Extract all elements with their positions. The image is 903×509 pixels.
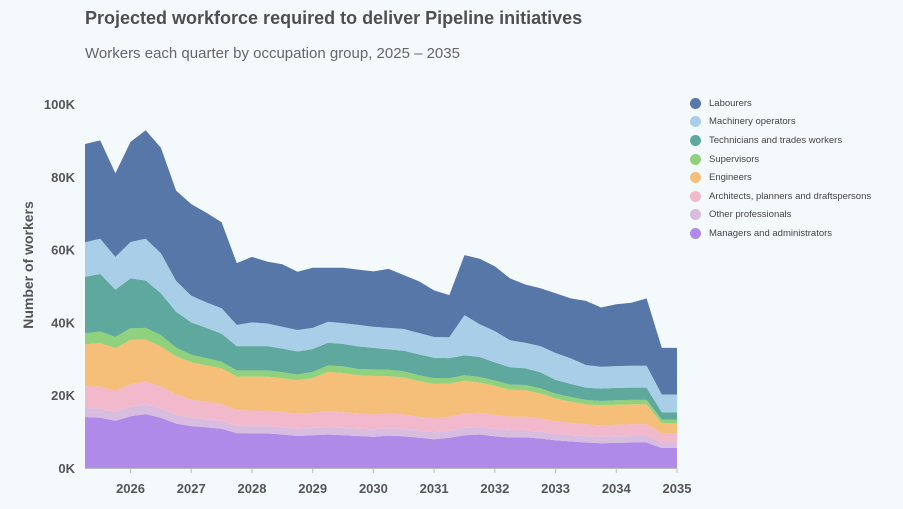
legend-label: Supervisors (709, 153, 760, 165)
y-tick-label: 20K (51, 388, 75, 403)
legend-swatch (690, 209, 701, 221)
legend-swatch (690, 153, 701, 165)
x-tick-label: 2032 (480, 481, 509, 496)
x-tick-label: 2026 (116, 481, 145, 496)
legend-label: Machinery operators (709, 116, 796, 128)
legend-item: Technicians and trades workers (690, 131, 871, 150)
y-tick-label: 40K (51, 315, 75, 330)
area-series-7 (85, 130, 677, 395)
legend-label: Technicians and trades workers (709, 134, 843, 146)
x-tick-label: 2027 (177, 481, 206, 496)
legend-label: Managers and administrators (709, 227, 833, 239)
x-tick-label: 2031 (420, 481, 449, 496)
legend-item: Machinery operators (690, 113, 871, 132)
legend-swatch (690, 190, 701, 202)
chart-title: Projected workforce required to deliver … (85, 8, 583, 28)
x-tick-label: 2035 (663, 481, 692, 496)
legend-swatch (690, 172, 701, 184)
legend-item: Engineers (690, 168, 871, 187)
legend-item: Architects, planners and draftspersons (690, 187, 871, 206)
x-tick-label: 2034 (602, 481, 632, 496)
x-tick-label: 2033 (541, 481, 570, 496)
x-tick-label: 2030 (359, 481, 388, 496)
legend-item: Other professionals (690, 206, 871, 225)
legend-label: Other professionals (709, 209, 792, 221)
legend-item: Supervisors (690, 150, 871, 169)
x-tick-label: 2029 (298, 481, 327, 496)
legend-label: Labourers (709, 97, 752, 109)
y-tick-label: 80K (51, 170, 75, 185)
y-tick-label: 0K (58, 461, 75, 476)
legend-label: Engineers (709, 172, 752, 184)
area-series-3 (85, 339, 677, 434)
area-series-0 (85, 414, 677, 468)
area-layers (85, 130, 677, 468)
area-series-6 (85, 238, 677, 413)
legend-swatch (690, 227, 701, 239)
y-tick-label: 100K (44, 97, 76, 112)
legend-label: Architects, planners and draftspersons (709, 190, 872, 202)
x-axis-ticks: 2026 2027 2028 2029 2030 2031 2032 2033 2034 2035 (116, 468, 691, 496)
area-series-4 (85, 327, 677, 424)
y-axis-label: Number of workers (20, 201, 36, 329)
area-series-2 (85, 381, 677, 443)
area-series-5 (85, 274, 677, 420)
y-tick-label: 60K (51, 243, 75, 258)
y-axis-ticks: 0K 20K 40K 60K 80K 100K (44, 97, 76, 476)
legend-item: Labourers (690, 94, 871, 113)
chart-subtitle: Workers each quarter by occupation group… (85, 45, 460, 62)
x-tick-label: 2028 (238, 481, 267, 496)
area-series-1 (85, 404, 677, 448)
legend-swatch (690, 134, 701, 146)
legend-swatch (690, 116, 701, 128)
legend-item: Managers and administrators (690, 224, 871, 243)
legend: Labourers Machinery operators Technicians … (690, 94, 871, 243)
legend-swatch (690, 97, 701, 109)
